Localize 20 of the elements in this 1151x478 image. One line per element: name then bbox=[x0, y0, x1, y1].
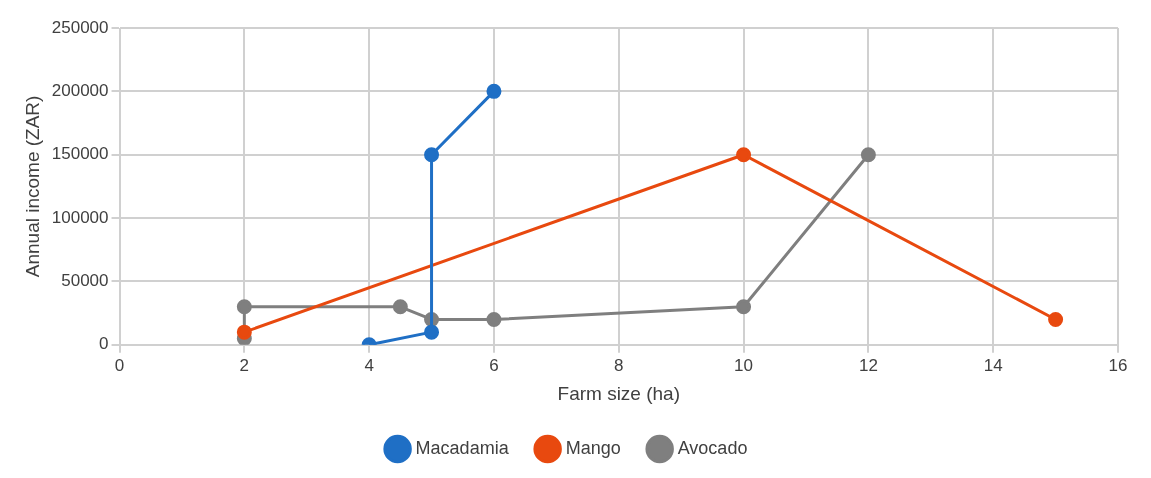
y-tick-label: 100000 bbox=[51, 207, 109, 227]
x-tick-label: 10 bbox=[734, 355, 754, 375]
legend-label: Mango bbox=[565, 437, 621, 458]
y-tick-label: 50000 bbox=[61, 271, 109, 291]
y-tick-label: 0 bbox=[99, 334, 109, 354]
x-tick-label: 12 bbox=[858, 355, 878, 375]
x-tick-label: 0 bbox=[114, 355, 125, 375]
y-axis-title: Annual income (ZAR) bbox=[21, 95, 43, 278]
x-axis-title: Farm size (ha) bbox=[557, 382, 680, 404]
x-tick-label: 4 bbox=[364, 355, 374, 375]
x-tick-label: 2 bbox=[239, 355, 250, 375]
y-tick-label: 200000 bbox=[51, 81, 109, 101]
y-tick-label: 150000 bbox=[51, 144, 109, 164]
y-tick-label: 250000 bbox=[51, 17, 109, 37]
x-tick-label: 8 bbox=[614, 355, 624, 375]
x-tick-label: 14 bbox=[983, 355, 1003, 375]
x-tick-label: 16 bbox=[1108, 355, 1128, 375]
legend-label: Avocado bbox=[677, 437, 748, 458]
x-tick-label: 6 bbox=[489, 355, 499, 375]
legend-label: Macadamia bbox=[415, 437, 510, 458]
